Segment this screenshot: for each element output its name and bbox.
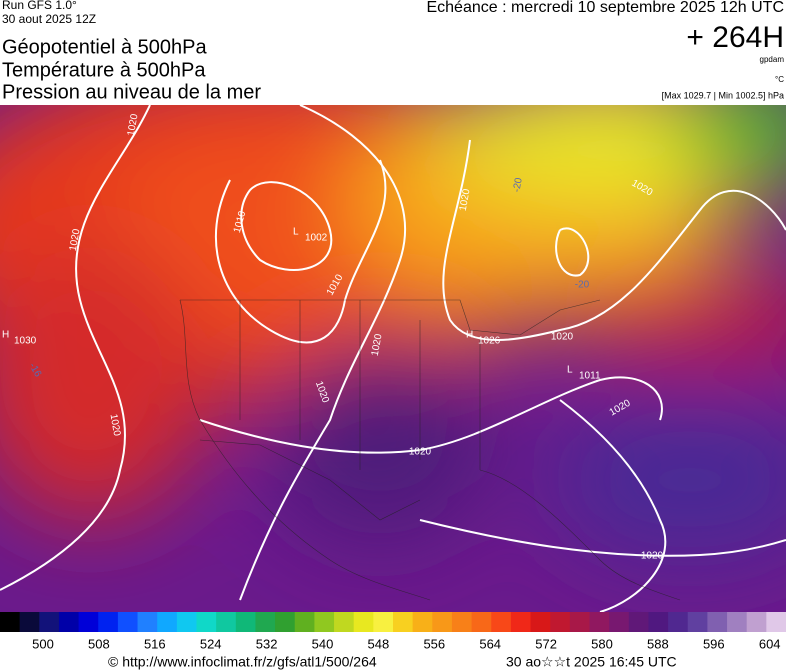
contour-label: -20 (575, 280, 590, 291)
colorbar-swatch (746, 612, 767, 632)
colorbar-swatch (353, 612, 374, 632)
title: Pression au niveau de la mer (2, 81, 261, 103)
contour-label: 1020 (458, 188, 473, 212)
run: Run GFS 1.0° (2, 0, 77, 12)
colorbar-label: 564 (479, 636, 501, 651)
isobars (0, 105, 786, 612)
colorbar-swatch (235, 612, 256, 632)
colorbar-swatch (727, 612, 748, 632)
colorbar-swatch (255, 612, 276, 632)
colorbar-swatch (117, 612, 139, 632)
unit-temp: °C (775, 75, 784, 84)
center-value: 1030 (14, 336, 37, 347)
colorbar-swatch (589, 612, 610, 632)
run-date: 30 aout 2025 12Z (2, 12, 96, 26)
colorbar-swatch (628, 612, 649, 632)
colorbar-label: 532 (256, 636, 278, 651)
colorbar-swatch (530, 612, 551, 632)
colorbar-swatch (393, 612, 414, 632)
colorbar-swatch (0, 612, 21, 632)
contour-label: 1020 (126, 113, 141, 137)
colorbar-swatch (510, 612, 532, 632)
colorbar-label: 572 (535, 636, 557, 651)
colorbar-swatch (432, 612, 453, 632)
unit-geo: gpdam (760, 55, 785, 64)
colorbar-swatch (196, 612, 217, 632)
colorbar-swatch (78, 612, 99, 632)
colorbar-swatch (668, 612, 689, 632)
colorbar-label: 508 (88, 636, 110, 651)
colorbar-label: 580 (591, 636, 613, 651)
center-symbol: L (567, 365, 573, 376)
center-symbol: L (293, 227, 299, 238)
header: Run GFS 1.0° 30 aout 2025 12Z Géopotenti… (2, 0, 784, 103)
contour-label: 1020 (108, 413, 123, 437)
colorbar-label: 540 (312, 636, 334, 651)
colorbar-label: 524 (200, 636, 222, 651)
center-value: 1002 (305, 233, 328, 244)
colorbar-swatch (373, 612, 394, 632)
colorbar-swatch (98, 612, 119, 632)
colorbar-swatch (19, 612, 40, 632)
colorbar-label: 516 (144, 636, 166, 651)
colorbar-label: 500 (32, 636, 54, 651)
title: Température à 500hPa (2, 59, 206, 81)
colorbar-swatch (176, 612, 197, 632)
center-value: 1026 (478, 336, 501, 347)
colorbar-swatch (707, 612, 728, 632)
contour-label: 1020 (370, 333, 385, 357)
colorbar-swatch (609, 612, 630, 632)
colorbar-label: 556 (423, 636, 445, 651)
colorbar-swatch (314, 612, 335, 632)
map (0, 105, 786, 612)
colorbar-swatch (334, 612, 355, 632)
colorbar-swatch (550, 612, 571, 632)
center-symbol: H (466, 330, 473, 341)
contour-label: 1020 (409, 447, 432, 458)
colorbar-swatch (451, 612, 473, 632)
colorbar-label: 588 (647, 636, 669, 651)
colorbar-swatch (412, 612, 433, 632)
colorbar-swatch (216, 612, 237, 632)
contour-label: -20 (511, 177, 524, 194)
center-value: 1011 (579, 371, 601, 382)
colorbar-swatch (648, 612, 669, 632)
center-symbol: H (2, 330, 9, 341)
colorbar-swatch (569, 612, 590, 632)
colorbar-swatch (39, 612, 60, 632)
footer-stamp: 30 ao☆☆t 2025 16:45 UTC (506, 654, 677, 670)
colorbar-swatch (157, 612, 178, 632)
colorbar-swatch (491, 612, 512, 632)
colorbar-label: 596 (703, 636, 725, 651)
contour-label: 1020 (68, 228, 83, 252)
colorbar-swatch (137, 612, 158, 632)
colorbar-swatch (687, 612, 708, 632)
colorbar-swatch (471, 612, 492, 632)
contour-label: 1020 (641, 551, 664, 562)
borders (179, 299, 681, 601)
pressure-range: [Max 1029.7 | Min 1002.5] hPa (662, 90, 784, 100)
colorbar-swatch (766, 612, 786, 632)
colorbar-swatch (58, 612, 80, 632)
colorbar-label: 604 (759, 636, 781, 651)
colorbar-label: 548 (368, 636, 390, 651)
valid-time: Echéance : mercredi 10 septembre 2025 12… (426, 0, 784, 16)
footer-url: © http://www.infoclimat.fr/z/gfs/atl1/50… (108, 654, 377, 670)
colorbar-swatch (294, 612, 315, 632)
title: Géopotentiel à 500hPa (2, 36, 207, 58)
colorbar-swatch (275, 612, 296, 632)
contour-label: 1020 (551, 332, 574, 343)
lead-time: + 264H (686, 21, 784, 54)
